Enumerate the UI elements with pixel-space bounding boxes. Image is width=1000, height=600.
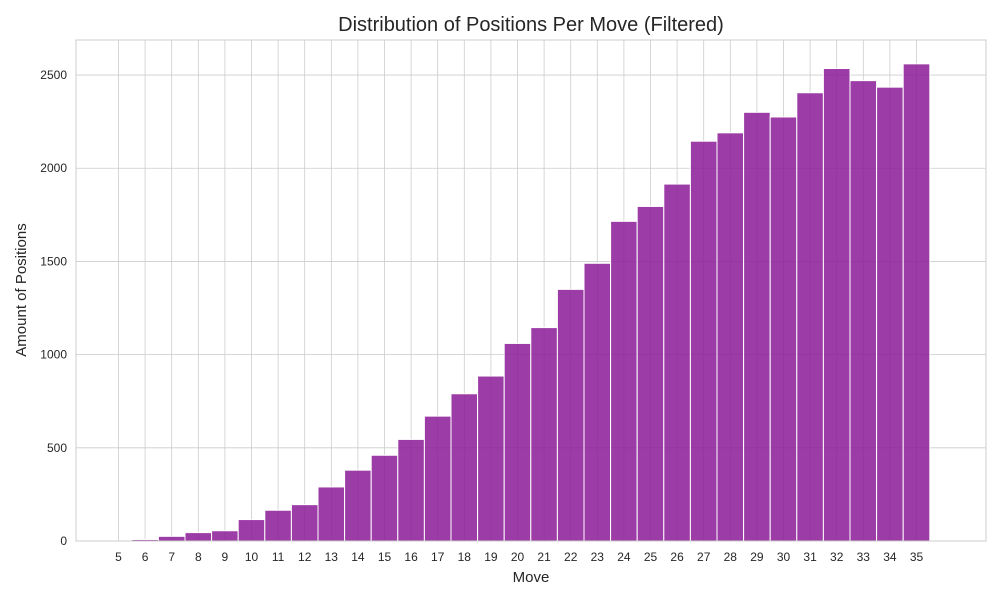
y-tick-label: 0 (60, 534, 67, 548)
bar-move-22 (556, 288, 585, 542)
bar-move-18 (450, 393, 479, 542)
bar-move-33 (849, 80, 878, 542)
x-tick-label: 7 (168, 550, 175, 564)
x-tick-label: 9 (222, 550, 229, 564)
bar-move-14 (344, 469, 372, 542)
bar-move-23 (583, 262, 612, 542)
x-tick-label: 33 (857, 550, 871, 564)
bar-move-9 (211, 530, 239, 542)
bar-move-30 (769, 116, 798, 542)
x-tick-label: 11 (272, 550, 285, 564)
x-tick-label: 22 (564, 550, 578, 564)
bar-move-34 (876, 86, 904, 542)
y-tick-label: 1000 (40, 348, 67, 362)
bar-move-27 (689, 140, 718, 542)
bar-move-15 (370, 454, 399, 542)
x-tick-label: 21 (537, 550, 551, 564)
y-axis-label: Amount of Positions (13, 223, 30, 356)
bar-move-29 (743, 111, 771, 542)
x-tick-label: 26 (670, 550, 684, 564)
y-tick-label: 1500 (40, 254, 67, 268)
x-tick-label: 28 (724, 550, 738, 564)
x-tick-label: 14 (351, 550, 365, 564)
x-tick-labels: 5 6 7 8 9 10 11 12 13 14 15 16 17 18 19 20 21 22 23 24 25 26 2… (115, 550, 923, 564)
x-tick-label: 31 (803, 550, 817, 564)
bars (131, 63, 931, 542)
x-tick-label: 18 (458, 550, 472, 564)
x-tick-label: 5 (115, 550, 122, 564)
bar-move-19 (477, 375, 505, 542)
x-tick-label: 24 (617, 550, 631, 564)
x-tick-label: 12 (298, 550, 312, 564)
x-axis-label: Move (513, 569, 550, 586)
bar-move-35 (902, 63, 931, 542)
bar-move-31 (796, 92, 824, 542)
bar-move-11 (264, 509, 292, 542)
x-tick-label: 20 (511, 550, 525, 564)
x-tick-label: 25 (644, 550, 658, 564)
x-tick-label: 8 (195, 550, 202, 564)
x-tick-label: 29 (750, 550, 764, 564)
bar-move-7 (157, 535, 186, 542)
y-tick-label: 500 (47, 441, 67, 455)
y-tick-labels: 0 500 1000 1500 2000 2500 (40, 68, 67, 548)
bar-move-17 (423, 415, 452, 542)
x-tick-label: 13 (325, 550, 339, 564)
bar-move-16 (397, 438, 425, 542)
bar-move-20 (503, 342, 532, 542)
x-tick-label: 19 (484, 550, 498, 564)
y-tick-label: 2500 (40, 68, 67, 82)
bar-move-21 (530, 327, 558, 542)
bar-move-32 (822, 68, 851, 542)
bar-move-24 (610, 220, 638, 542)
x-tick-label: 23 (591, 550, 605, 564)
x-tick-label: 27 (697, 550, 711, 564)
bar-move-10 (237, 519, 266, 542)
bar-move-13 (317, 486, 346, 542)
bar-move-8 (184, 532, 213, 542)
x-tick-label: 16 (404, 550, 418, 564)
x-tick-label: 35 (910, 550, 924, 564)
bar-move-12 (290, 504, 319, 542)
x-tick-label: 34 (883, 550, 897, 564)
plot-frame (75, 39, 987, 542)
chart-title: Distribution of Positions Per Move (Filt… (338, 14, 724, 36)
x-tick-label: 17 (431, 550, 445, 564)
x-tick-label: 6 (142, 550, 149, 564)
x-tick-label: 30 (777, 550, 791, 564)
bar-move-25 (636, 205, 665, 542)
bar-move-26 (663, 183, 691, 542)
x-tick-label: 15 (378, 550, 392, 564)
x-tick-label: 10 (245, 550, 259, 564)
x-tick-label: 32 (830, 550, 844, 564)
y-tick-label: 2000 (40, 161, 67, 175)
bar-move-28 (716, 132, 745, 542)
